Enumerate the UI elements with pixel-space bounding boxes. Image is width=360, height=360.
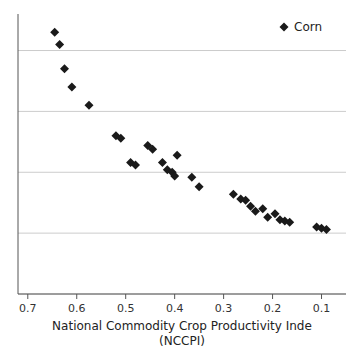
point xyxy=(170,171,179,180)
legend-label: Corn xyxy=(294,20,322,34)
point xyxy=(148,145,157,154)
x-tick-label: 0.4 xyxy=(166,302,184,315)
point xyxy=(67,83,76,92)
points xyxy=(50,28,331,234)
grid-line xyxy=(18,233,346,234)
y-axis-line xyxy=(18,14,19,294)
legend: Corn xyxy=(280,20,323,34)
x-tick xyxy=(321,294,322,299)
point xyxy=(55,40,64,49)
point xyxy=(187,173,196,182)
point xyxy=(258,204,267,213)
x-tick xyxy=(174,294,175,299)
legend-marker xyxy=(280,23,289,32)
x-tick-label: 0.5 xyxy=(117,302,135,315)
point xyxy=(116,134,125,143)
x-tick-label: 0.7 xyxy=(19,302,37,315)
x-tick-label: 0.2 xyxy=(264,302,282,315)
chart-container: 0.7 0.6 0.5 0.4 0.3 0.2 0.1National Commodity … xyxy=(0,0,360,360)
point xyxy=(84,101,93,110)
grid-line xyxy=(18,294,346,295)
point xyxy=(271,209,280,218)
point xyxy=(131,160,140,169)
point xyxy=(322,225,331,234)
x-axis-line xyxy=(18,294,346,295)
x-tick xyxy=(27,294,28,299)
x-tick-label: 0.1 xyxy=(313,302,331,315)
x-tick-label: 0.3 xyxy=(215,302,233,315)
point xyxy=(285,218,294,227)
x-axis-label: National Commodity Crop Productivity Ind… xyxy=(52,319,312,348)
x-tick xyxy=(223,294,224,299)
grid-line xyxy=(18,50,346,51)
grid xyxy=(18,51,346,294)
background xyxy=(0,0,360,360)
x-tick xyxy=(272,294,273,299)
grid-line xyxy=(18,172,346,173)
grid-line xyxy=(18,111,346,112)
point xyxy=(251,207,260,216)
chart: 0.7 0.6 0.5 0.4 0.3 0.2 0.1National Commodity … xyxy=(0,0,360,360)
point xyxy=(60,64,69,73)
x-tick xyxy=(125,294,126,299)
axes: 0.7 0.6 0.5 0.4 0.3 0.2 0.1 xyxy=(18,14,346,315)
point xyxy=(173,151,182,160)
x-tick xyxy=(76,294,77,299)
x-tick-label: 0.6 xyxy=(68,302,86,315)
point xyxy=(241,196,250,205)
point xyxy=(158,158,167,167)
point xyxy=(263,213,272,222)
point xyxy=(229,190,238,199)
point xyxy=(195,182,204,191)
point xyxy=(50,28,59,37)
